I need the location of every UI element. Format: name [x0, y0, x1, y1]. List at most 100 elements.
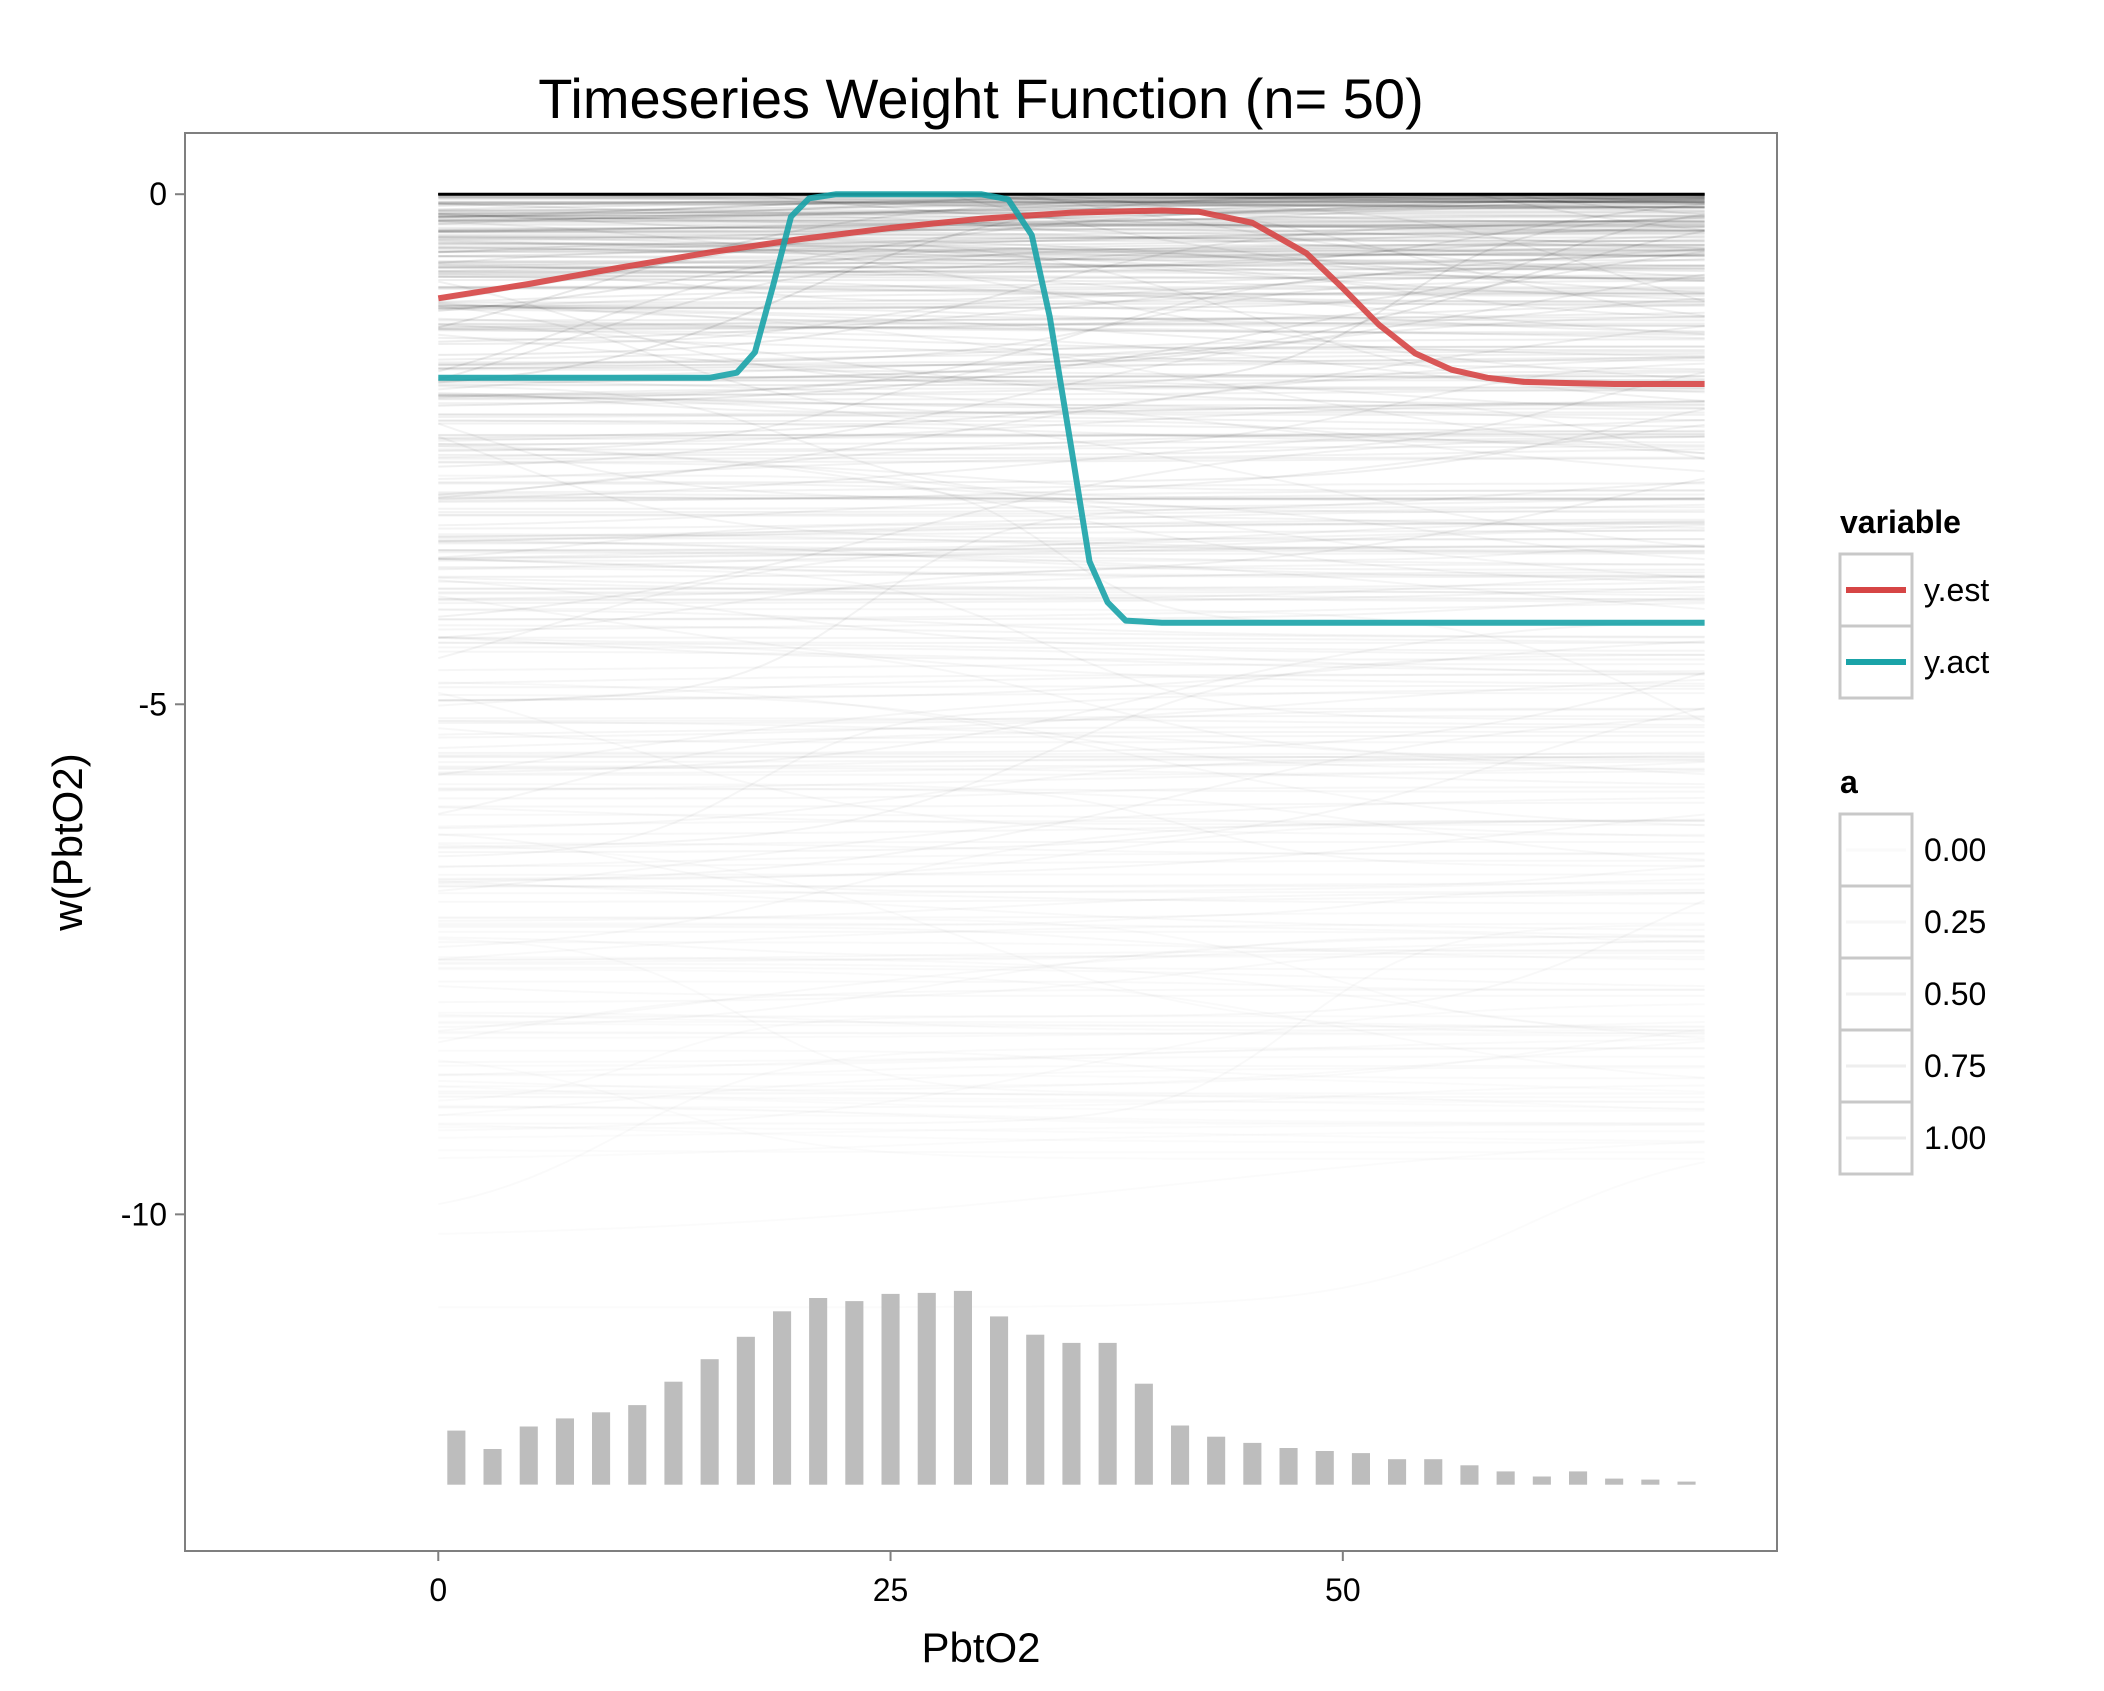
- background-line: [438, 423, 1705, 502]
- background-line: [438, 262, 1705, 336]
- background-line: [438, 213, 1705, 309]
- legend-label: 0.00: [1924, 832, 1986, 868]
- series-line-y-act: [438, 191, 1705, 626]
- background-line: [438, 323, 1705, 406]
- background-line: [438, 308, 1705, 358]
- background-line: [438, 214, 1705, 240]
- background-line: [438, 286, 1705, 297]
- background-line: [438, 204, 1705, 212]
- legend-label: 0.50: [1924, 976, 1986, 1012]
- histogram-bar: [1171, 1425, 1190, 1485]
- background-line: [438, 231, 1705, 243]
- legend-key: [1838, 1100, 1914, 1176]
- background-line: [438, 230, 1705, 369]
- plot-panel-border: [184, 132, 1778, 1552]
- background-line: [438, 203, 1705, 209]
- background-line: [438, 533, 1705, 554]
- background-line: [438, 200, 1705, 208]
- background-line: [438, 580, 1705, 603]
- x-axis-title: PbtO2: [921, 1624, 1040, 1671]
- x-tick-label: 0: [429, 1572, 447, 1608]
- background-line: [438, 493, 1705, 527]
- background-line: [438, 619, 1705, 774]
- background-line: [438, 248, 1705, 343]
- background-line: [438, 435, 1705, 618]
- background-line: [438, 545, 1705, 571]
- background-line: [438, 216, 1705, 237]
- background-line: [438, 236, 1705, 241]
- background-line: [438, 230, 1705, 257]
- legend-title-a: a: [1840, 764, 1858, 800]
- background-line: [438, 481, 1705, 514]
- histogram-bar: [953, 1290, 972, 1485]
- background-line: [438, 214, 1705, 236]
- background-line: [438, 274, 1705, 304]
- background-line: [438, 400, 1705, 416]
- background-line: [438, 193, 1705, 203]
- background-line: [438, 524, 1705, 545]
- background-line: [438, 350, 1705, 367]
- histogram-bar: [809, 1298, 828, 1485]
- background-line: [438, 215, 1705, 232]
- background-line: [438, 345, 1705, 452]
- background-line: [438, 224, 1705, 232]
- histogram-bar: [1134, 1383, 1153, 1485]
- background-line: [438, 422, 1705, 433]
- histogram-bar: [1207, 1436, 1226, 1485]
- background-line: [438, 264, 1705, 274]
- histogram-bar: [881, 1293, 900, 1485]
- background-line: [438, 275, 1705, 303]
- background-line: [438, 263, 1705, 279]
- background-line: [438, 325, 1705, 439]
- background-line: [438, 420, 1705, 444]
- background-line: [438, 243, 1705, 373]
- background-line: [438, 292, 1705, 345]
- background-line: [438, 598, 1705, 602]
- background-line: [438, 213, 1705, 232]
- background-line: [438, 303, 1705, 322]
- background-line: [438, 273, 1705, 280]
- histogram-bar: [1496, 1471, 1515, 1485]
- background-line: [438, 235, 1705, 258]
- x-tick-label: 50: [1325, 1572, 1361, 1608]
- background-line: [438, 196, 1705, 204]
- background-line: [438, 239, 1705, 254]
- background-line: [438, 492, 1705, 501]
- background-line: [438, 518, 1705, 543]
- background-line: [438, 482, 1705, 513]
- histogram-bar: [519, 1426, 538, 1485]
- legend-key: [1838, 1028, 1914, 1104]
- background-line: [437, 422, 1705, 501]
- background-line: [438, 249, 1705, 274]
- background-line: [438, 252, 1705, 269]
- background-line: [438, 242, 1705, 258]
- background-line: [438, 238, 1705, 253]
- legend-label: y.act: [1924, 644, 1989, 680]
- background-line: [438, 528, 1705, 552]
- background-line: [438, 218, 1705, 232]
- background-line: [438, 592, 1705, 601]
- background-line: [438, 250, 1705, 407]
- background-line: [438, 203, 1705, 269]
- background-line: [438, 522, 1705, 559]
- background-line: [438, 563, 1705, 639]
- background-line: [438, 212, 1705, 229]
- histogram-bar: [736, 1336, 755, 1485]
- background-line: [438, 289, 1705, 310]
- y-axis-title: w(PbtO2): [44, 753, 91, 931]
- background-line: [438, 545, 1705, 562]
- background-line: [438, 400, 1705, 418]
- background-line: [438, 302, 1705, 307]
- background-line: [438, 529, 1705, 538]
- background-line: [438, 338, 1705, 365]
- background-line: [438, 206, 1705, 222]
- background-line: [438, 202, 1705, 212]
- background-line: [438, 279, 1705, 295]
- background-line: [438, 287, 1705, 304]
- histogram-bar: [1677, 1481, 1696, 1485]
- background-line: [438, 538, 1705, 660]
- background-line: [438, 671, 1705, 754]
- background-line: [438, 216, 1705, 228]
- background-line: [438, 279, 1705, 364]
- background-line: [438, 315, 1705, 468]
